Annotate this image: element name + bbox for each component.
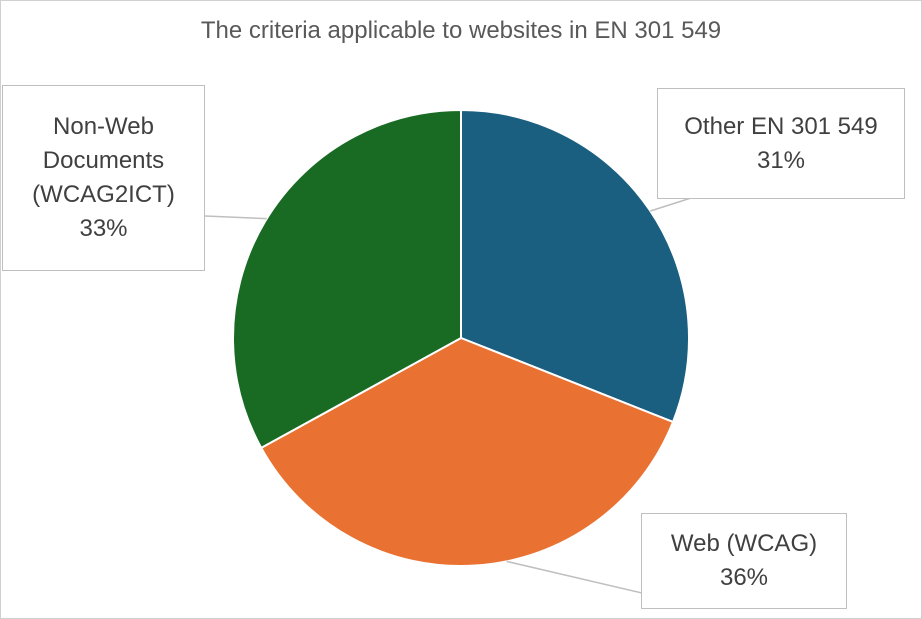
chart-title: The criteria applicable to websites in E… <box>200 17 722 44</box>
pie-slice <box>232 108 462 450</box>
leader-line <box>506 560 643 594</box>
data-callout: Non-Web Documents (WCAG2ICT) 33% <box>2 85 205 271</box>
data-callout: Other EN 301 549 31% <box>657 88 905 199</box>
pie-slice <box>259 336 675 567</box>
category-label: Other EN 301 549 <box>684 112 878 140</box>
leader-line <box>204 215 267 220</box>
pie-slice <box>460 108 690 424</box>
value-label: 36% <box>719 564 769 591</box>
data-callout: Web (WCAG) 36% <box>641 513 847 609</box>
category-label: Non-Web Documents (WCAG2ICT) <box>32 113 175 208</box>
value-label: 33% <box>79 215 128 242</box>
leader-line <box>650 197 692 212</box>
value-label: 31% <box>756 146 806 174</box>
category-label: Web (WCAG) <box>670 530 818 557</box>
